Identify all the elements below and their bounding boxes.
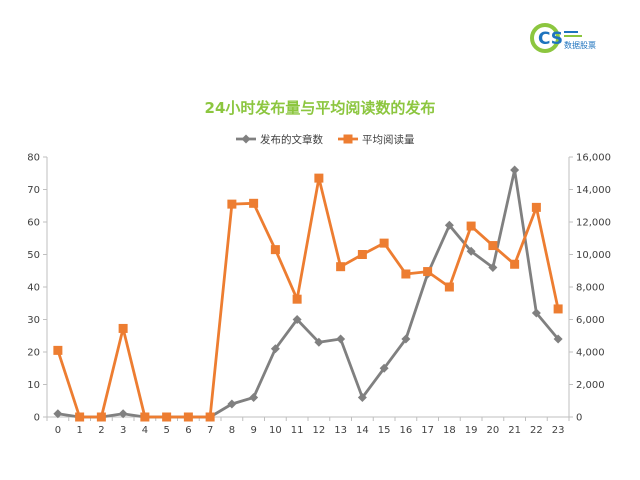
- y-left-tick-label: 20: [27, 348, 40, 359]
- series-2-line: [56, 176, 560, 419]
- series-2-point: [227, 199, 237, 209]
- series-1-point: [553, 334, 563, 344]
- series-2-point: [205, 412, 215, 422]
- series-1-point: [336, 334, 346, 344]
- series-1-point: [488, 263, 498, 272]
- series-1-point: [401, 334, 411, 344]
- x-tick-label: 19: [465, 425, 478, 436]
- series-2-point: [183, 412, 193, 422]
- y-left-tick-label: 0: [34, 413, 40, 424]
- series-2-point: [466, 221, 476, 231]
- series-1-point: [118, 409, 128, 419]
- x-tick-label: 22: [530, 425, 543, 436]
- series-1-point: [314, 337, 324, 347]
- series-1-point: [292, 315, 302, 324]
- series-2-point: [96, 412, 106, 422]
- x-tick-label: 4: [142, 425, 148, 436]
- series-1: [53, 165, 563, 422]
- series-2-point: [553, 304, 563, 314]
- y-left-tick-label: 30: [27, 315, 40, 326]
- series-2-point: [444, 282, 454, 292]
- series-2-point: [75, 412, 85, 422]
- logo-letters: CS: [538, 29, 563, 49]
- brand-logo: CS 数据股票: [530, 22, 602, 54]
- series-2-point: [314, 173, 324, 183]
- x-tick-label: 14: [356, 425, 369, 436]
- x-tick-label: 12: [313, 425, 326, 436]
- y-left-tick-label: 60: [27, 218, 40, 229]
- y-left-tick-label: 40: [27, 283, 40, 294]
- x-tick-label: 6: [185, 425, 191, 436]
- x-tick-label: 16: [400, 425, 413, 436]
- series-2-point: [488, 241, 498, 251]
- chart-title: 24小时发布量与平均阅读数的发布: [205, 99, 436, 117]
- x-tick-label: 5: [163, 425, 169, 436]
- x-tick-label: 9: [250, 425, 256, 436]
- chart-legend: 发布的文章数 平均阅读量: [236, 133, 415, 146]
- x-tick-label: 10: [269, 425, 282, 436]
- series-2-point: [118, 323, 128, 333]
- series-1-point: [444, 220, 454, 230]
- series-2-point: [531, 202, 541, 212]
- series-1-point: [379, 363, 389, 373]
- x-tick-label: 20: [487, 425, 500, 436]
- y-right-tick-label: 14,000: [576, 185, 611, 196]
- series-1-point: [53, 409, 63, 419]
- x-tick-label: 0: [55, 425, 61, 436]
- x-tick-label: 8: [229, 425, 235, 436]
- series-2: [53, 173, 563, 422]
- y-right-tick-label: 4,000: [576, 348, 605, 359]
- series-2-point: [292, 294, 302, 304]
- series-2-point: [270, 245, 280, 255]
- x-tick-label: 21: [508, 425, 521, 436]
- series-1-point: [249, 393, 259, 402]
- x-tick-label: 7: [207, 425, 213, 436]
- x-tick-label: 1: [76, 425, 82, 436]
- series-2-point: [53, 345, 63, 355]
- chart-series: [53, 165, 563, 422]
- series-2-point: [401, 269, 411, 279]
- y-left-tick-label: 10: [27, 380, 40, 391]
- series-2-point: [140, 412, 150, 422]
- y-right-tick-label: 12,000: [576, 218, 611, 229]
- x-tick-label: 23: [552, 425, 565, 436]
- legend-label: 发布的文章数: [260, 133, 323, 146]
- series-1-point: [270, 344, 280, 354]
- legend-swatch-marker: [241, 134, 251, 144]
- series-2-point: [510, 259, 520, 269]
- series-1-point: [227, 399, 237, 409]
- x-tick-label: 18: [443, 425, 456, 436]
- legend-label: 平均阅读量: [362, 133, 415, 146]
- chart-axes: 0102030405060708002,0004,0006,0008,00010…: [27, 153, 611, 437]
- legend-swatch-marker: [343, 134, 353, 144]
- x-tick-label: 2: [98, 425, 104, 436]
- logo-caption: 数据股票: [564, 40, 596, 50]
- y-right-tick-label: 8,000: [576, 283, 605, 294]
- series-2-point: [379, 238, 389, 248]
- series-1-point: [510, 165, 520, 175]
- y-right-tick-label: 0: [576, 413, 582, 424]
- x-tick-label: 3: [120, 425, 126, 436]
- x-tick-label: 13: [334, 425, 347, 436]
- series-2-point: [249, 198, 259, 208]
- y-left-tick-label: 50: [27, 250, 40, 261]
- series-2-point: [336, 262, 346, 272]
- series-1-point: [357, 393, 367, 402]
- series-1-point: [531, 308, 541, 318]
- series-1-point: [466, 246, 476, 256]
- x-tick-label: 15: [378, 425, 391, 436]
- series-2-point: [423, 267, 433, 277]
- series-2-point: [357, 250, 367, 259]
- y-left-tick-label: 70: [27, 185, 40, 196]
- y-right-tick-label: 16,000: [576, 153, 611, 164]
- y-left-tick-label: 80: [27, 153, 40, 164]
- series-1-line: [57, 168, 560, 419]
- x-tick-label: 11: [291, 425, 304, 436]
- series-2-point: [162, 412, 172, 422]
- x-tick-label: 17: [421, 425, 434, 436]
- y-right-tick-label: 10,000: [576, 250, 611, 261]
- y-right-tick-label: 2,000: [576, 380, 605, 391]
- y-right-tick-label: 6,000: [576, 315, 605, 326]
